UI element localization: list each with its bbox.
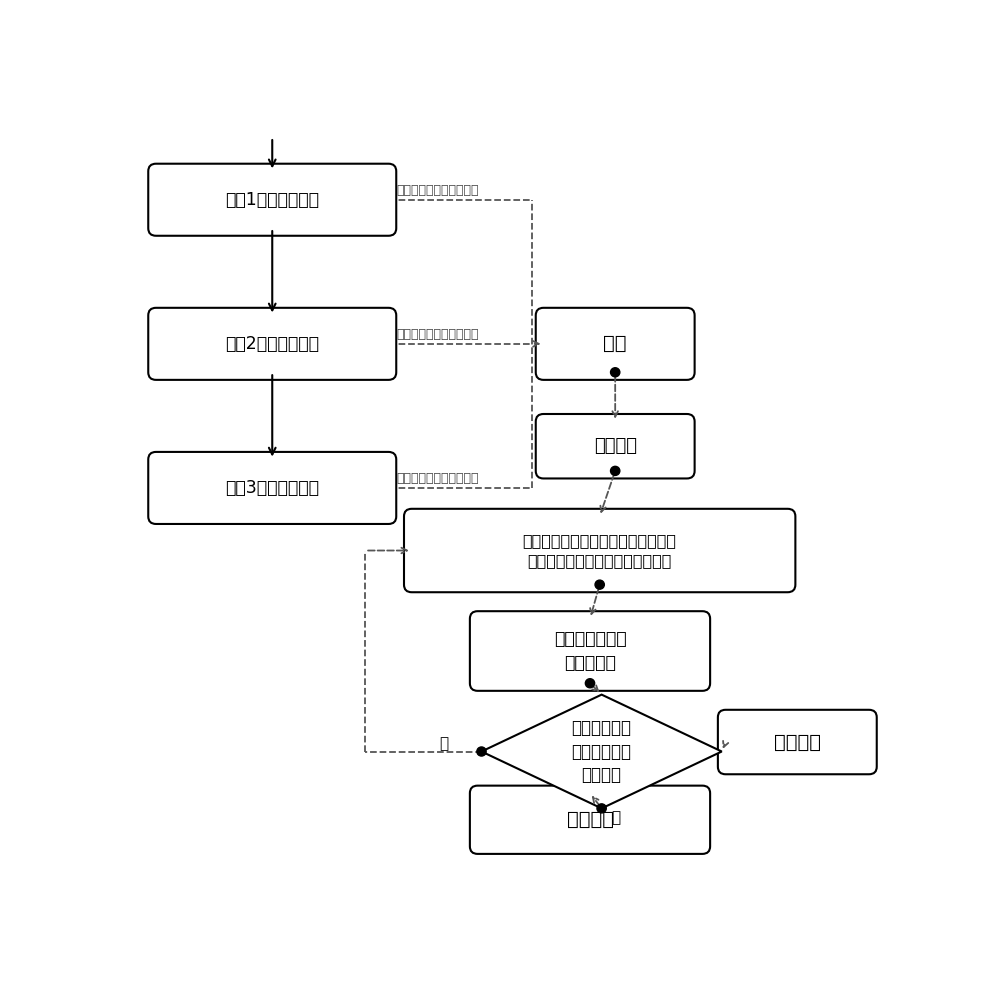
Circle shape: [611, 367, 620, 377]
FancyBboxPatch shape: [536, 414, 695, 479]
Text: 容积、质量、时间、温度: 容积、质量、时间、温度: [396, 472, 479, 485]
Circle shape: [477, 747, 486, 756]
Text: 是: 是: [611, 810, 620, 825]
Circle shape: [611, 466, 620, 476]
Text: 模块3换热性能测试: 模块3换热性能测试: [225, 479, 319, 497]
FancyBboxPatch shape: [148, 307, 396, 380]
Text: 模块2换热性能测试: 模块2换热性能测试: [225, 335, 319, 353]
Circle shape: [585, 679, 595, 688]
Circle shape: [597, 804, 606, 813]
FancyBboxPatch shape: [148, 452, 396, 524]
Text: 容积、质量、时间、温度: 容积、质量、时间、温度: [396, 183, 479, 197]
FancyBboxPatch shape: [404, 509, 795, 592]
Text: 设定阈值: 设定阈值: [774, 733, 821, 752]
FancyBboxPatch shape: [536, 307, 695, 380]
Circle shape: [595, 580, 604, 589]
FancyBboxPatch shape: [718, 710, 877, 774]
Text: 主机: 主机: [603, 334, 627, 354]
Text: 输出结果: 输出结果: [566, 811, 614, 829]
Polygon shape: [482, 694, 722, 809]
Text: 推荐相变换热模
块组合结构: 推荐相变换热模 块组合结构: [554, 630, 626, 672]
Text: 否: 否: [439, 736, 448, 751]
Text: 容积、质量、时间、温度: 容积、质量、时间、温度: [396, 328, 479, 341]
Text: 机器学习: 机器学习: [594, 437, 637, 455]
Text: 判断当前组合
是否高于所设
定的阈值: 判断当前组合 是否高于所设 定的阈值: [572, 719, 632, 784]
FancyBboxPatch shape: [148, 164, 396, 235]
FancyBboxPatch shape: [470, 611, 710, 690]
Text: 显示计算结果：蓄热量、蓄热密度、
换热效率、温度场均匀性、热阻等: 显示计算结果：蓄热量、蓄热密度、 换热效率、温度场均匀性、热阻等: [523, 533, 677, 568]
Text: 模块1换热性能测试: 模块1换热性能测试: [225, 191, 319, 209]
FancyBboxPatch shape: [470, 786, 710, 854]
